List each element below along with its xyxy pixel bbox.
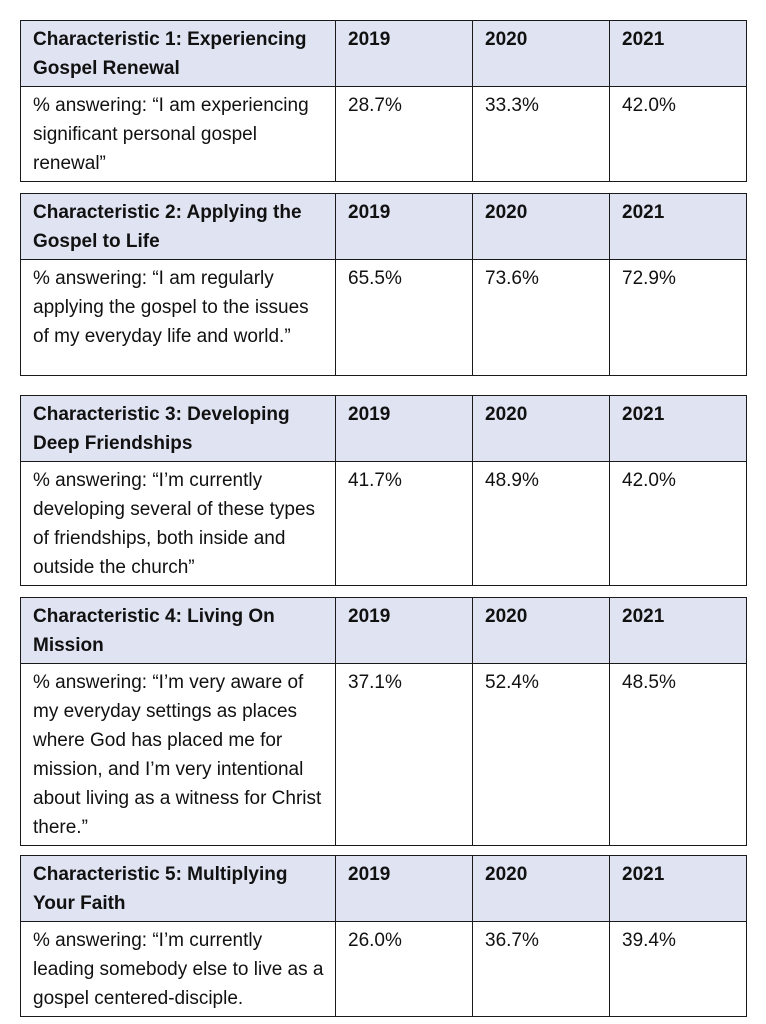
year-2019-header: 2019 bbox=[335, 395, 473, 462]
table-header-row: Characteristic 3: Developing Deep Friend… bbox=[20, 395, 747, 462]
year-2019-header: 2019 bbox=[335, 20, 473, 87]
characteristic-title: Characteristic 3: Developing Deep Friend… bbox=[20, 395, 336, 462]
year-2020-header: 2020 bbox=[472, 193, 610, 260]
table-header-row: Characteristic 2: Applying the Gospel to… bbox=[20, 193, 747, 260]
value-2021: 42.0% bbox=[609, 461, 747, 586]
year-2019-header: 2019 bbox=[335, 855, 473, 922]
value-2019: 37.1% bbox=[335, 663, 473, 846]
survey-statement: % answering: “I’m very aware of my every… bbox=[20, 663, 336, 846]
year-2021-header: 2021 bbox=[609, 395, 747, 462]
characteristic-title: Characteristic 4: Living On Mission bbox=[20, 597, 336, 664]
characteristic-title: Characteristic 5: Multiplying Your Faith bbox=[20, 855, 336, 922]
value-2020: 33.3% bbox=[472, 86, 610, 182]
characteristic-title: Characteristic 1: Experiencing Gospel Re… bbox=[20, 20, 336, 87]
value-2020: 73.6% bbox=[472, 259, 610, 376]
characteristic-3-table: Characteristic 3: Developing Deep Friend… bbox=[20, 395, 747, 586]
value-2021: 72.9% bbox=[609, 259, 747, 376]
year-2021-header: 2021 bbox=[609, 597, 747, 664]
survey-statement: % answering: “I’m currently developing s… bbox=[20, 461, 336, 586]
table-header-row: Characteristic 4: Living On Mission 2019… bbox=[20, 597, 747, 664]
value-2020: 52.4% bbox=[472, 663, 610, 846]
table-row: % answering: “I’m currently developing s… bbox=[20, 461, 747, 586]
year-2020-header: 2020 bbox=[472, 395, 610, 462]
year-2020-header: 2020 bbox=[472, 20, 610, 87]
table-row: % answering: “I’m currently leading some… bbox=[20, 921, 747, 1017]
characteristic-4-table: Characteristic 4: Living On Mission 2019… bbox=[20, 597, 747, 846]
year-2021-header: 2021 bbox=[609, 855, 747, 922]
value-2019: 41.7% bbox=[335, 461, 473, 586]
table-row: % answering: “I am regularly applying th… bbox=[20, 259, 747, 376]
table-row: % answering: “I’m very aware of my every… bbox=[20, 663, 747, 846]
characteristic-1-table: Characteristic 1: Experiencing Gospel Re… bbox=[20, 20, 747, 182]
year-2019-header: 2019 bbox=[335, 193, 473, 260]
value-2020: 48.9% bbox=[472, 461, 610, 586]
value-2019: 65.5% bbox=[335, 259, 473, 376]
characteristic-2-table: Characteristic 2: Applying the Gospel to… bbox=[20, 193, 747, 376]
year-2021-header: 2021 bbox=[609, 193, 747, 260]
characteristic-title: Characteristic 2: Applying the Gospel to… bbox=[20, 193, 336, 260]
table-row: % answering: “I am experiencing signific… bbox=[20, 86, 747, 182]
value-2019: 26.0% bbox=[335, 921, 473, 1017]
characteristic-5-table: Characteristic 5: Multiplying Your Faith… bbox=[20, 855, 747, 1017]
year-2020-header: 2020 bbox=[472, 597, 610, 664]
value-2021: 48.5% bbox=[609, 663, 747, 846]
value-2021: 42.0% bbox=[609, 86, 747, 182]
survey-statement: % answering: “I am regularly applying th… bbox=[20, 259, 336, 376]
year-2019-header: 2019 bbox=[335, 597, 473, 664]
year-2021-header: 2021 bbox=[609, 20, 747, 87]
survey-statement: % answering: “I am experiencing signific… bbox=[20, 86, 336, 182]
survey-statement: % answering: “I’m currently leading some… bbox=[20, 921, 336, 1017]
value-2021: 39.4% bbox=[609, 921, 747, 1017]
table-header-row: Characteristic 1: Experiencing Gospel Re… bbox=[20, 20, 747, 87]
year-2020-header: 2020 bbox=[472, 855, 610, 922]
value-2019: 28.7% bbox=[335, 86, 473, 182]
table-header-row: Characteristic 5: Multiplying Your Faith… bbox=[20, 855, 747, 922]
value-2020: 36.7% bbox=[472, 921, 610, 1017]
